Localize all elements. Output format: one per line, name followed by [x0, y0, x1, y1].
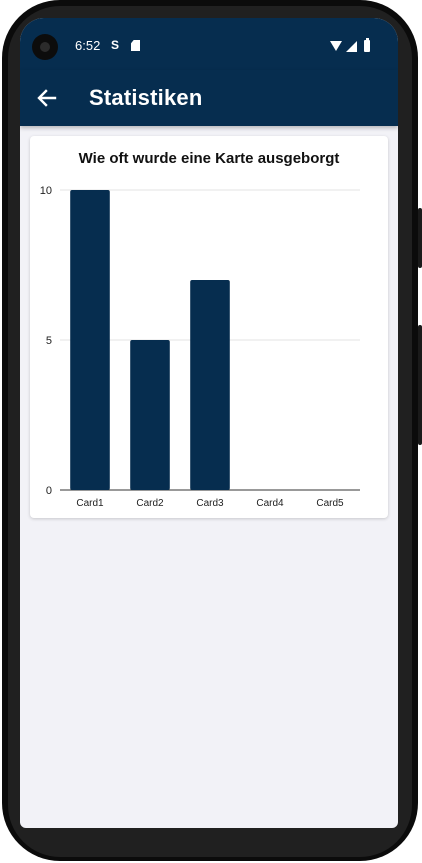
power-button: [418, 208, 422, 268]
chart-card: Wie oft wurde eine Karte ausgeborgt 0 5 10…: [30, 136, 388, 518]
s-app-icon: S: [111, 38, 119, 52]
y-tick-label: 10: [40, 185, 52, 197]
bar-chart: 0 5 10 Card1 Card2 Card3 Card4 Card5: [30, 136, 388, 518]
bar-card2: [130, 340, 170, 490]
app-bar: Statistiken: [20, 70, 398, 126]
wifi-icon: [330, 41, 342, 51]
page-title: Statistiken: [89, 85, 202, 111]
x-tick-label: Card1: [76, 498, 104, 509]
arrow-left-icon-svg: [34, 85, 60, 111]
sd-card-icon: [131, 40, 140, 51]
screen: 6:52 S Statistiken Wie oft wurde eine Ka…: [20, 18, 398, 828]
x-tick-label: Card5: [316, 498, 344, 509]
x-tick-label: Card3: [196, 498, 224, 509]
bar-card1: [70, 190, 110, 490]
y-tick-label: 5: [46, 335, 52, 347]
front-camera: [32, 34, 58, 60]
status-bar: 6:52 S: [20, 18, 398, 70]
arrow-left-icon[interactable]: [34, 85, 60, 111]
signal-icon: [346, 41, 357, 52]
y-tick-label: 0: [46, 485, 52, 497]
bar-card3: [190, 280, 230, 490]
x-tick-label: Card4: [256, 498, 284, 509]
volume-button: [418, 325, 422, 445]
battery-icon: [364, 40, 370, 52]
x-tick-label: Card2: [136, 498, 164, 509]
status-time: 6:52: [75, 38, 100, 53]
